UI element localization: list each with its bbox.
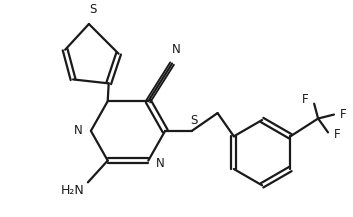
Text: F: F: [301, 93, 308, 106]
Text: F: F: [340, 108, 347, 121]
Text: S: S: [190, 115, 198, 128]
Text: N: N: [172, 43, 180, 56]
Text: N: N: [74, 124, 83, 137]
Text: N: N: [156, 157, 165, 170]
Text: H₂N: H₂N: [61, 184, 85, 197]
Text: S: S: [89, 3, 97, 16]
Text: F: F: [334, 128, 341, 141]
